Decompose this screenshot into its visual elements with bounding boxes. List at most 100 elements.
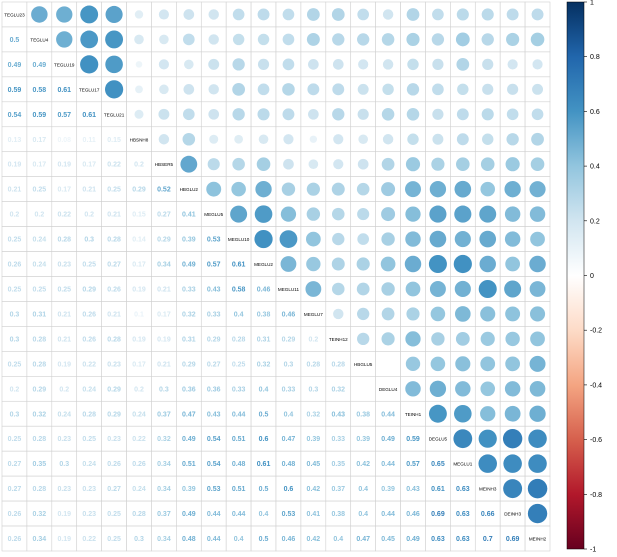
correlation-value: 0.44 [232,511,246,518]
correlation-value: 0.28 [331,361,345,368]
variable-label: MEGLU2 [254,262,273,267]
colorbar-tick-label: -0.8 [590,492,602,499]
correlation-value: 0.14 [132,237,146,244]
correlation-value: 0.32 [182,311,196,318]
correlation-value: 0.44 [207,511,221,518]
correlation-circle [158,108,170,120]
correlation-value: 0.44 [232,411,246,418]
correlation-circle [382,83,394,96]
correlation-circle [356,182,370,196]
correlation-value: 0.44 [381,461,395,468]
correlation-value: 0.54 [8,112,22,119]
correlation-value: 0.43 [406,486,420,493]
correlation-circle [406,108,420,121]
matrix-cell [474,475,501,502]
correlation-circle [454,404,472,423]
correlation-circle [282,33,295,46]
correlation-value: 0.24 [82,461,96,468]
correlation-value: 0.44 [207,536,221,543]
correlation-circle [357,8,370,21]
correlation-value: 0.21 [107,212,121,219]
correlation-value: 0.28 [33,336,47,343]
correlation-value: 0.34 [157,486,171,493]
correlation-circle [405,206,421,222]
correlation-circle [332,83,345,96]
matrix-cell [275,500,302,527]
correlation-circle [255,181,272,198]
correlation-value: 0.69 [431,511,445,518]
correlation-value: 0.47 [282,436,296,443]
correlation-circle [529,380,546,397]
correlation-circle [381,332,395,346]
matrix-cell [126,376,152,402]
correlation-circle [455,381,471,397]
correlation-circle [454,230,471,248]
correlation-circle [405,281,421,297]
correlation-value: 0.58 [232,286,246,293]
correlation-circle [358,59,369,70]
matrix-cell [225,400,252,427]
correlation-circle [306,32,320,46]
correlation-circle [331,207,345,221]
correlation-value: 0.57 [57,112,71,119]
correlation-value: 0.26 [107,286,121,293]
correlation-circle [505,331,520,347]
correlation-value: 0.41 [182,212,196,219]
matrix-cell [225,450,252,477]
correlation-circle [406,32,420,47]
correlation-circle [529,306,546,322]
matrix-cell [51,51,78,78]
correlation-value: 0.34 [157,461,171,468]
matrix-cell [200,425,227,452]
correlation-value: 0.2 [134,162,144,169]
correlation-value: 0.25 [82,436,96,443]
correlation-circle [306,256,321,272]
correlation-circle [502,429,523,449]
matrix-cell [101,326,127,352]
correlation-circle [158,9,169,20]
matrix-cell [200,226,227,252]
correlation-circle [308,159,319,170]
correlation-circle [56,6,73,23]
correlation-circle [282,8,295,21]
matrix-cell [151,450,177,477]
correlation-value: 0.46 [282,311,296,318]
matrix-cell [26,351,53,377]
correlation-value: 0.3 [308,386,318,393]
variable-label: HBSNH8 [130,137,149,142]
matrix-cell [176,176,202,202]
correlation-value: 0.25 [107,536,121,543]
matrix-cell [325,351,352,377]
correlation-value: 0.15 [107,137,121,144]
correlation-value: 0.28 [132,511,146,518]
correlation-value: 0.29 [182,361,196,368]
correlation-circle [207,158,220,171]
matrix-cell [250,400,277,427]
correlation-circle [428,404,447,423]
correlation-value: 0.29 [82,286,96,293]
variable-label: MEGLU1 [453,462,472,467]
correlation-value: 0.39 [182,237,196,244]
variable-label: MEINH2 [529,537,547,542]
correlation-circle [230,205,248,223]
correlation-value: 0.31 [257,336,271,343]
variable-label: MEGLU10 [228,237,250,242]
matrix-cell [51,276,78,302]
correlation-circle [333,159,344,170]
correlation-circle [80,55,99,74]
matrix-cell [200,276,227,302]
correlation-value: 0.25 [33,187,47,194]
matrix-cell [176,251,202,277]
correlation-value: 0.38 [331,511,345,518]
correlation-circle [455,356,471,372]
correlation-value: 0.25 [8,286,22,293]
correlation-circle [56,31,73,48]
correlation-value: 0.52 [157,187,171,194]
correlation-circle [258,134,269,145]
matrix-cell [51,425,78,452]
matrix-cell [101,201,127,227]
correlation-circle [505,256,521,272]
correlation-circle [381,108,395,121]
correlation-value: 0.21 [8,187,22,194]
correlation-value: 0.43 [331,411,345,418]
